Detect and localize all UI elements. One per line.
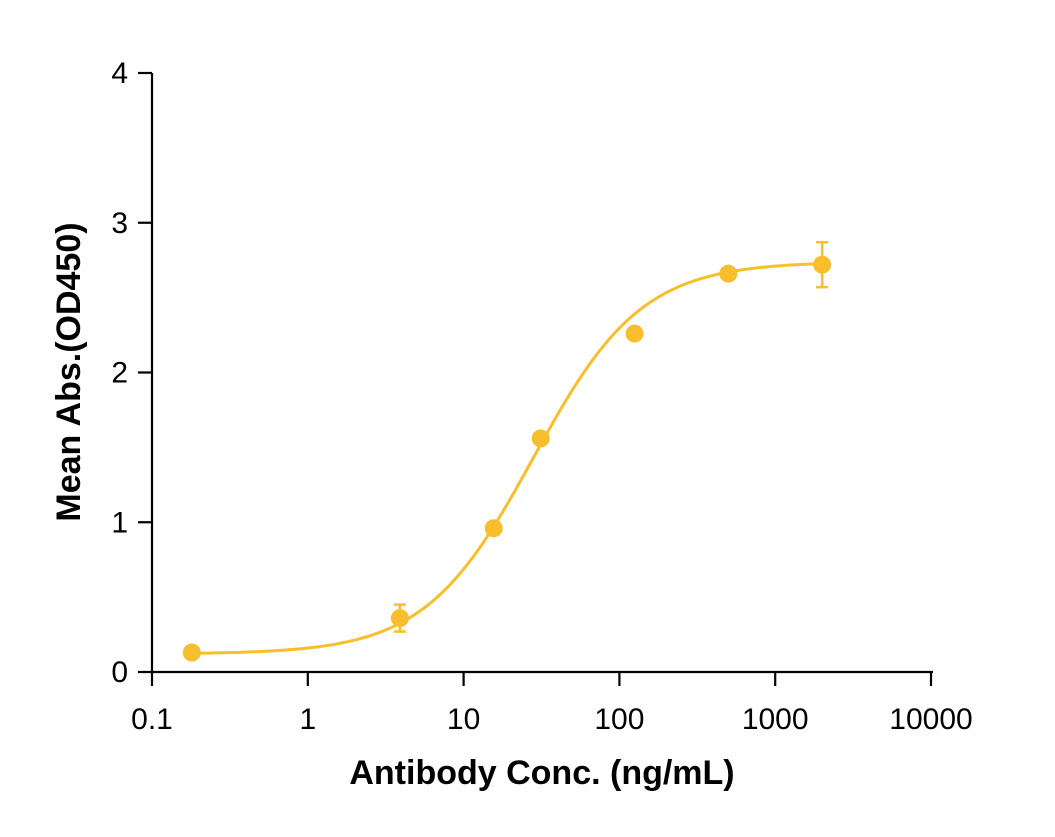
data-point [531, 429, 550, 448]
x-axis-title: Antibody Conc. (ng/mL) [349, 754, 734, 792]
x-tick-label: 1 [299, 703, 316, 736]
y-tick-label: 4 [111, 57, 128, 90]
data-point [719, 264, 738, 283]
fit-curve-layer [191, 262, 823, 655]
y-tick-label: 0 [111, 656, 128, 689]
x-tick-label: 100 [594, 703, 644, 736]
x-tick-label: 10 [447, 703, 480, 736]
data-point [625, 324, 644, 343]
data-points [182, 255, 832, 662]
fit-curve [191, 262, 823, 655]
data-point [484, 519, 503, 538]
error-bars [185, 240, 829, 657]
data-point [390, 609, 409, 628]
x-tick-label: 10000 [889, 703, 972, 736]
x-tick-label: 1000 [742, 703, 809, 736]
data-point [182, 643, 201, 662]
y-ticks: 0 1 2 3 4 [111, 57, 152, 689]
axes [150, 73, 933, 674]
x-tick-label: 0.1 [131, 703, 173, 736]
y-axis-title: Mean Abs.(OD450) [50, 222, 88, 521]
data-point [813, 255, 832, 274]
x-ticks: 0.1 1 10 100 1000 10000 [131, 672, 973, 736]
y-tick-label: 2 [111, 357, 128, 390]
y-tick-label: 3 [111, 207, 128, 240]
y-tick-label: 1 [111, 506, 128, 539]
